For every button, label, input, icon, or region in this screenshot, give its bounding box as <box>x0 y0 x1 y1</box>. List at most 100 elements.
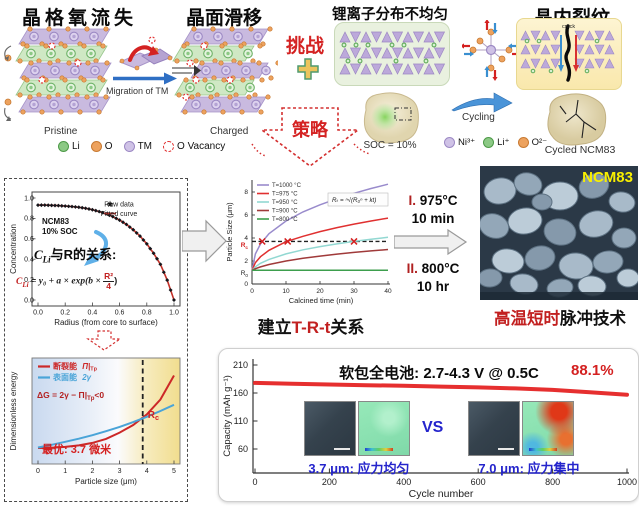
svg-text:Raw data: Raw data <box>104 202 134 209</box>
svg-text:0.6: 0.6 <box>24 236 34 243</box>
sem-caption-red: 高温短时 <box>494 310 560 328</box>
legend-o-ion-label: O²⁻ <box>531 137 548 148</box>
charged-structure-graphic <box>172 26 278 115</box>
li-distribution-box <box>334 22 450 86</box>
cycled-ncm83-label: Cycled NCM83 <box>544 144 616 156</box>
capacity-chart: 60 110 160 210 0 200 400 600 800 1000 Cycle number… <box>222 359 637 500</box>
svg-text:表面能 2γ: 表面能 2γ <box>52 372 92 382</box>
plus-icon <box>297 58 319 80</box>
svg-text:Particle size (μm): Particle size (μm) <box>75 477 137 486</box>
svg-text:0.4: 0.4 <box>88 310 98 317</box>
ion-legend: Ni³⁺ Li⁺ O²⁻ <box>444 137 547 148</box>
svg-text:800: 800 <box>545 477 560 487</box>
o-vacancy-icon <box>163 141 175 152</box>
svg-text:8: 8 <box>244 189 248 196</box>
svg-text:断裂能 Π|Tp: 断裂能 Π|Tp <box>53 361 98 373</box>
cycling-arrow-icon <box>451 92 513 113</box>
sem-image: NCM83 <box>477 166 639 300</box>
svg-text:Radius (from core to surface): Radius (from core to surface) <box>54 318 158 327</box>
li-ion-icon <box>483 137 495 148</box>
svg-text:30: 30 <box>350 288 358 295</box>
crack-structure-graphic <box>520 24 615 82</box>
svg-text:210: 210 <box>233 360 248 370</box>
svg-text:2: 2 <box>90 468 94 475</box>
process-step-2: II. 800°C 10 hr <box>394 260 472 296</box>
cell-test-title: 软包全电池: 2.7-4.3 V @ 0.5C <box>339 365 539 382</box>
flow-arrow-1-icon <box>182 219 227 263</box>
strain-map-3-7um <box>358 401 410 456</box>
step1-temp: 975°C <box>419 193 458 208</box>
retention-value: 88.1% <box>571 362 614 379</box>
svg-text:1.0: 1.0 <box>169 310 179 317</box>
svg-text:0.4: 0.4 <box>24 257 34 264</box>
legend-li-ion-label: Li⁺ <box>497 137 510 148</box>
tm-migration-graphic <box>118 36 174 71</box>
sem-caption-black: 脉冲技术 <box>560 310 626 328</box>
svg-text:0.6: 0.6 <box>115 310 125 317</box>
trt-caption-pre: 建立 <box>257 318 292 337</box>
li-distribution-graphic <box>339 31 446 75</box>
trt-caption: 建立T-R-t关系 <box>222 313 400 338</box>
soc-particle-graphic <box>363 92 419 144</box>
soc-label: SOC = 10% <box>363 140 417 151</box>
li-concentration-chart: 0.0 0.2 0.4 0.6 0.8 1.0 0.0 0.2 0.4 0.6 0.8 1.0 Radi… <box>9 191 181 327</box>
legend-vacancy-label: O Vacancy <box>177 141 226 152</box>
relation-text: CLi与R的关系: <box>34 247 117 265</box>
colorbar-icon <box>365 448 393 451</box>
trt-chart: 0 10 20 30 40 0 2 4 6 8 Calcined time (min) Particl… <box>225 180 392 305</box>
charged-label: Charged <box>210 126 249 137</box>
svg-text:0.0: 0.0 <box>24 297 34 304</box>
svg-text:0.8: 0.8 <box>142 310 152 317</box>
svg-text:T=800 °C: T=800 °C <box>272 217 298 223</box>
concentration-plot: 0.0 0.2 0.4 0.6 0.8 1.0 0.0 0.2 0.4 0.6 0.8 1.0 Radi… <box>8 182 184 342</box>
migration-arrow-icon <box>113 72 177 85</box>
legend-ni-label: Ni³⁺ <box>458 137 476 148</box>
o-ion-icon <box>517 137 529 148</box>
energy-plot: 0 1 2 3 4 5 Particle size (μm) Dimensionless en… <box>8 352 184 498</box>
step2-time: 10 hr <box>416 279 450 295</box>
tem-image-7-0um <box>468 401 520 456</box>
caption-stress-concentration: 7.0 μm: 应力集中 <box>478 461 580 476</box>
svg-text:Calcined time (min): Calcined time (min) <box>289 296 354 305</box>
full-cell-panel: 60 110 160 210 0 200 400 600 800 1000 Cycle number… <box>218 348 639 502</box>
svg-text:Rc: Rc <box>148 410 159 422</box>
step1-time: 10 min <box>411 211 455 227</box>
svg-text:20: 20 <box>316 288 324 295</box>
svg-text:1.0: 1.0 <box>24 195 34 202</box>
svg-text:2: 2 <box>244 258 248 265</box>
svg-text:40: 40 <box>384 288 392 295</box>
svg-text:110: 110 <box>234 416 248 426</box>
trt-caption-post: 关系 <box>330 318 365 337</box>
migration-label: Migration of TM <box>106 86 169 96</box>
step2-temp: 800°C <box>421 261 460 276</box>
svg-text:T=900 °C: T=900 °C <box>272 209 298 215</box>
fit-formula: CLi = y₀ + a × exp(b × R² 4) <box>16 271 118 291</box>
svg-text:1: 1 <box>63 468 67 475</box>
svg-text:NCM83: NCM83 <box>42 217 70 226</box>
svg-text:最优: 3.7 微米: 最优: 3.7 微米 <box>42 442 112 456</box>
svg-text:600: 600 <box>471 477 486 487</box>
svg-text:Rₜ = ⁿ√(R₀ⁿ + kt): Rₜ = ⁿ√(R₀ⁿ + kt) <box>332 197 376 204</box>
strategy-arrow-icon <box>251 107 370 167</box>
crack-word-label: crack <box>562 24 576 30</box>
svg-text:400: 400 <box>396 477 411 487</box>
svg-text:0: 0 <box>244 281 248 288</box>
legend-tm-label: TM <box>137 141 153 152</box>
caption-uniform-stress: 3.7 μm: 应力均匀 <box>308 461 410 476</box>
legend-o-label: O <box>104 141 113 152</box>
svg-text:10% SOC: 10% SOC <box>42 227 78 236</box>
svg-text:4: 4 <box>145 468 149 475</box>
tm-atom-icon <box>123 141 135 152</box>
svg-text:0: 0 <box>250 288 254 295</box>
svg-text:T=1000 °C: T=1000 °C <box>272 183 302 189</box>
svg-text:3: 3 <box>118 468 122 475</box>
svg-text:Dimensionless energy: Dimensionless energy <box>9 372 18 451</box>
title-li-distribution: 锂离子分布不均匀 <box>332 7 448 23</box>
svg-text:Particle Size (μm): Particle Size (μm) <box>225 202 234 262</box>
svg-text:0: 0 <box>36 468 40 475</box>
colorbar-icon <box>529 448 557 451</box>
svg-text:Rc: Rc <box>241 242 249 250</box>
energy-criterion-chart: 0 1 2 3 4 5 Particle size (μm) Dimensionless en… <box>9 357 181 486</box>
legend-li-label: Li <box>72 141 80 152</box>
trt-caption-mid: T-R-t <box>291 318 331 337</box>
